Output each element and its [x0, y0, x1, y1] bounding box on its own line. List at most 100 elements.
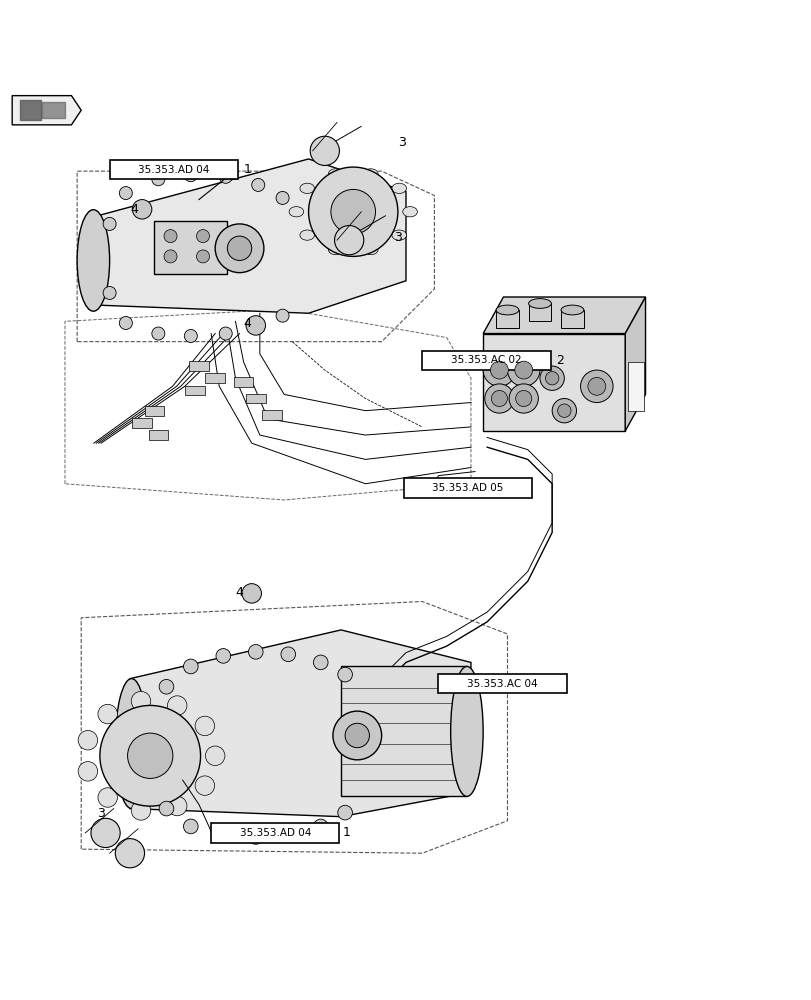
Ellipse shape: [115, 679, 148, 809]
Circle shape: [507, 354, 539, 386]
Circle shape: [483, 354, 515, 386]
Polygon shape: [130, 630, 470, 817]
Ellipse shape: [289, 207, 303, 217]
Bar: [403, 478, 531, 498]
Circle shape: [131, 691, 151, 711]
Bar: [422, 351, 550, 370]
Bar: [144, 406, 164, 416]
Circle shape: [281, 826, 295, 840]
Text: 1: 1: [243, 163, 251, 176]
Circle shape: [184, 169, 197, 182]
Text: 4: 4: [243, 317, 251, 330]
Circle shape: [313, 655, 328, 670]
Circle shape: [98, 704, 118, 724]
Circle shape: [196, 230, 209, 243]
Circle shape: [251, 178, 264, 191]
Ellipse shape: [328, 169, 342, 179]
Circle shape: [281, 647, 295, 662]
Circle shape: [78, 730, 97, 750]
Bar: [205, 373, 225, 383]
Ellipse shape: [363, 244, 378, 255]
Circle shape: [508, 384, 538, 413]
Circle shape: [491, 390, 507, 407]
Circle shape: [98, 788, 118, 807]
Circle shape: [587, 377, 605, 395]
Bar: [132, 418, 152, 428]
Circle shape: [308, 167, 397, 256]
Circle shape: [580, 370, 612, 403]
Circle shape: [219, 170, 232, 183]
Bar: [560, 310, 583, 328]
Circle shape: [215, 224, 264, 273]
Circle shape: [337, 805, 352, 820]
Bar: [148, 430, 168, 440]
Circle shape: [484, 384, 513, 413]
Bar: [496, 310, 518, 328]
Circle shape: [115, 839, 144, 868]
Bar: [234, 377, 253, 387]
Circle shape: [159, 801, 174, 816]
Circle shape: [183, 659, 198, 674]
Ellipse shape: [328, 244, 342, 255]
Ellipse shape: [392, 183, 406, 193]
Text: 2: 2: [556, 354, 564, 367]
Circle shape: [131, 801, 151, 820]
Bar: [109, 160, 238, 179]
Bar: [341, 666, 466, 796]
Circle shape: [551, 399, 576, 423]
Ellipse shape: [528, 299, 551, 308]
Polygon shape: [97, 159, 406, 313]
Bar: [438, 674, 566, 693]
Circle shape: [242, 584, 261, 603]
Circle shape: [103, 217, 116, 230]
Circle shape: [132, 200, 152, 219]
Circle shape: [119, 187, 132, 200]
Circle shape: [127, 733, 173, 778]
Ellipse shape: [392, 230, 406, 240]
Text: 4: 4: [130, 203, 138, 216]
Circle shape: [333, 711, 381, 760]
Circle shape: [119, 316, 132, 329]
Text: 4: 4: [235, 586, 243, 599]
Circle shape: [219, 327, 232, 340]
Bar: [627, 362, 643, 411]
Circle shape: [164, 250, 177, 263]
Bar: [262, 410, 281, 420]
Circle shape: [216, 649, 230, 663]
Circle shape: [183, 819, 198, 834]
Circle shape: [167, 796, 187, 816]
Circle shape: [276, 191, 289, 204]
Circle shape: [152, 173, 165, 186]
Circle shape: [539, 366, 564, 390]
Polygon shape: [12, 96, 81, 125]
Bar: [483, 334, 624, 431]
Circle shape: [276, 309, 289, 322]
Ellipse shape: [496, 305, 518, 315]
Text: 3: 3: [397, 136, 406, 149]
Circle shape: [195, 716, 214, 736]
Text: 35.353.AD 04: 35.353.AD 04: [239, 828, 311, 838]
Text: 1: 1: [342, 826, 350, 839]
Circle shape: [331, 189, 375, 234]
Circle shape: [248, 645, 263, 659]
Circle shape: [334, 226, 363, 255]
Circle shape: [251, 321, 264, 334]
Circle shape: [184, 329, 197, 342]
Circle shape: [100, 705, 200, 806]
Circle shape: [159, 679, 174, 694]
Circle shape: [557, 404, 570, 417]
Ellipse shape: [77, 210, 109, 311]
Circle shape: [91, 818, 120, 848]
Ellipse shape: [299, 183, 314, 193]
Circle shape: [164, 230, 177, 243]
Circle shape: [490, 361, 508, 379]
Circle shape: [514, 361, 532, 379]
Circle shape: [195, 776, 214, 795]
Text: 35.353.AD 05: 35.353.AD 05: [431, 483, 503, 493]
Circle shape: [196, 250, 209, 263]
Polygon shape: [483, 297, 645, 334]
Ellipse shape: [299, 230, 314, 240]
Ellipse shape: [363, 169, 378, 179]
Circle shape: [313, 819, 328, 834]
Circle shape: [78, 762, 97, 781]
